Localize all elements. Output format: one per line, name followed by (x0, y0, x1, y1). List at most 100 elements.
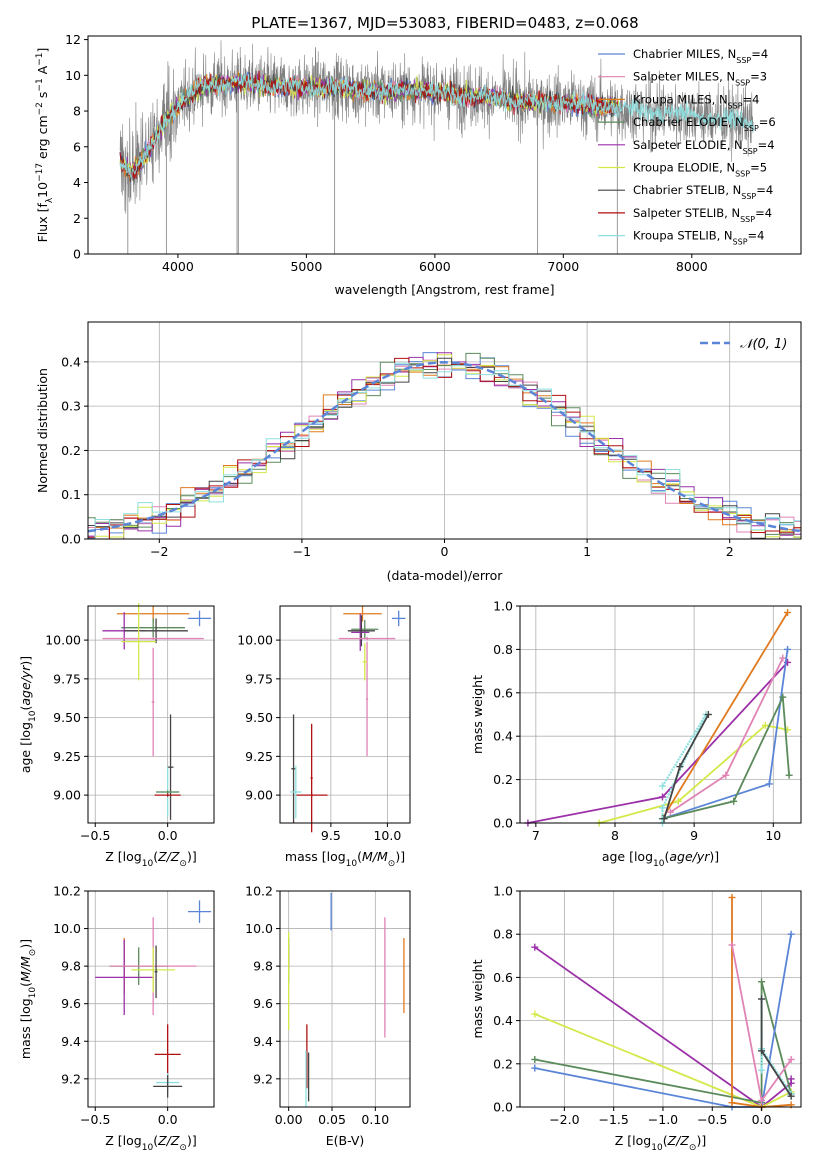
y-tick-label: 9.00 (53, 788, 81, 803)
y-tick-label: 0.2 (493, 1056, 513, 1071)
legend: Chabrier MILES, NSSP=4 Salpeter MILES, NS… (598, 47, 776, 246)
grid-lines (520, 605, 801, 824)
x-tick-label: 0.05 (318, 1112, 346, 1127)
mass-weight-series-line (760, 999, 793, 1095)
mass-weight-vs-metallicity-panel: −2.0 −1.5 −1.0 −0.5 0.0 0.0 0.2 0.4 0.6 0.8 1.0 Z [… (470, 884, 802, 1153)
x-axis-label: (data-model)/error (387, 568, 504, 583)
legend-entry: Salpeter STELIB, NSSP=4 (633, 206, 772, 224)
y-tick-label: 10.00 (237, 633, 273, 648)
grid-lines (280, 890, 410, 1107)
error-bars (95, 900, 212, 1098)
y-tick-label: 9.2 (253, 1071, 273, 1086)
y-tick-label: 6 (73, 139, 81, 154)
y-tick-label: 0.2 (61, 443, 81, 458)
x-axis-label: mass [log10(M/M⊙)] (285, 849, 405, 869)
y-tick-label: 0.8 (493, 642, 513, 657)
y-tick-label: 9.4 (61, 1034, 81, 1049)
y-tick-label: 0.6 (493, 685, 513, 700)
y-tick-label: 9.00 (245, 788, 273, 803)
x-tick-label: −0.5 (80, 1112, 110, 1127)
x-tick-label: −2.0 (549, 1112, 579, 1127)
x-tick-label: 0.00 (275, 1112, 303, 1127)
y-tick-label: 9.75 (53, 671, 81, 686)
y-tick-label: 9.25 (53, 749, 81, 764)
axes-frame (279, 890, 411, 1108)
age-vs-mass-panel: 9.5 10.0 9.00 9.25 9.50 9.75 10.00 mass [log10(… (237, 605, 411, 869)
mass-weight-vs-age-panel: 7 8 9 10 0.0 0.2 0.4 0.6 0.8 1.0 age [log10(age/yr… (470, 599, 802, 869)
y-tick-label: 0.4 (493, 729, 513, 744)
x-tick-label: 1 (583, 544, 591, 559)
x-tick-label: 9 (690, 828, 698, 843)
y-tick-label: 9.25 (245, 749, 273, 764)
y-tick-label: 4 (73, 175, 81, 190)
y-tick-label: 10.00 (45, 633, 81, 648)
x-tick-label: 2 (726, 544, 734, 559)
x-tick-label: 5000 (290, 259, 322, 274)
error-bars (290, 606, 406, 833)
y-tick-label: 10.0 (245, 921, 273, 936)
legend-entry: Kroupa STELIB, NSSP=4 (633, 229, 764, 247)
legend-entry: Kroupa ELODIE, NSSP=5 (633, 161, 767, 179)
error-bars (102, 602, 212, 820)
residual-histogram-panel: −2 −1 0 1 2 0.0 0.1 0.2 0.3 0.4 (data-model)/error… (35, 321, 802, 583)
y-tick-label: 12 (65, 32, 81, 47)
y-tick-label: 2 (73, 211, 81, 226)
x-tick-label: −0.5 (697, 1112, 727, 1127)
y-axis-label: Flux [fλ10−17 erg cm−2 s−1 A−1] (35, 48, 55, 243)
y-tick-label: 10 (65, 68, 81, 83)
mass-weight-series-line (527, 661, 789, 824)
x-tick-label: 0.0 (158, 828, 178, 843)
axes-frame (519, 605, 802, 824)
y-tick-label: 0.3 (61, 399, 81, 414)
axes-frame (279, 605, 411, 824)
x-tick-label: 9.5 (321, 828, 341, 843)
y-axis-label: Normed distribution (35, 368, 50, 493)
mass-weight-series-line (731, 897, 792, 1108)
x-tick-label: 0.10 (361, 1112, 389, 1127)
y-tick-label: 9.75 (245, 671, 273, 686)
y-tick-label: 9.6 (253, 996, 273, 1011)
x-tick-label: 10 (765, 828, 781, 843)
mass-weight-series-line (661, 713, 707, 823)
y-tick-label: 0.8 (493, 927, 513, 942)
x-axis-label: age [log10(age/yr)] (602, 849, 719, 869)
age-vs-metallicity-panel: −0.5 0.0 9.00 9.25 9.50 9.75 10.00 Z [log10(Z/Z… (18, 602, 215, 869)
x-tick-label: 6000 (419, 259, 451, 274)
y-tick-label: 9.50 (245, 710, 273, 725)
y-axis-label: mass [log10(M/M⊙)] (18, 939, 38, 1059)
y-tick-label: 0.4 (61, 354, 81, 369)
y-tick-label: 0.0 (493, 816, 513, 831)
y-tick-label: 1.0 (493, 599, 513, 614)
x-tick-label: −0.5 (80, 828, 110, 843)
grid-lines (88, 890, 214, 1107)
x-tick-label: 7000 (547, 259, 579, 274)
y-axis-label: mass weight (470, 959, 485, 1038)
x-tick-label: −1 (293, 544, 311, 559)
y-tick-label: 9.8 (253, 959, 273, 974)
legend-entry: Salpeter ELODIE, NSSP=4 (633, 138, 775, 156)
x-axis-label: wavelength [Angstrom, rest frame] (334, 282, 554, 297)
x-tick-label: −1.5 (598, 1112, 628, 1127)
legend-entry: Chabrier STELIB, NSSP=4 (633, 183, 773, 201)
y-tick-label: 9.50 (53, 710, 81, 725)
error-bars (288, 892, 405, 1107)
x-tick-label: 10.0 (373, 828, 401, 843)
y-tick-label: 0.0 (61, 532, 81, 547)
y-tick-label: 9.4 (253, 1034, 273, 1049)
y-tick-label: 9.6 (61, 996, 81, 1011)
y-tick-label: 0.6 (493, 970, 513, 985)
y-tick-label: 1.0 (493, 884, 513, 899)
residual-histogram-step (88, 357, 801, 539)
x-tick-label: −2 (150, 544, 168, 559)
spectrum-lines (119, 40, 754, 254)
mass-weight-series-line (661, 612, 789, 820)
y-tick-label: 10.2 (53, 884, 81, 899)
y-tick-label: 8 (73, 104, 81, 119)
model-spectrum-line (119, 73, 754, 179)
legend-entry: Salpeter MILES, NSSP=3 (633, 70, 767, 88)
histograms (88, 352, 801, 539)
x-tick-label: 7 (532, 828, 540, 843)
x-axis-label: Z [log10(Z/Z⊙)] (105, 849, 196, 869)
x-axis-label: Z [log10(Z/Z⊙)] (105, 1133, 196, 1153)
gaussian-reference-curve (88, 361, 801, 533)
